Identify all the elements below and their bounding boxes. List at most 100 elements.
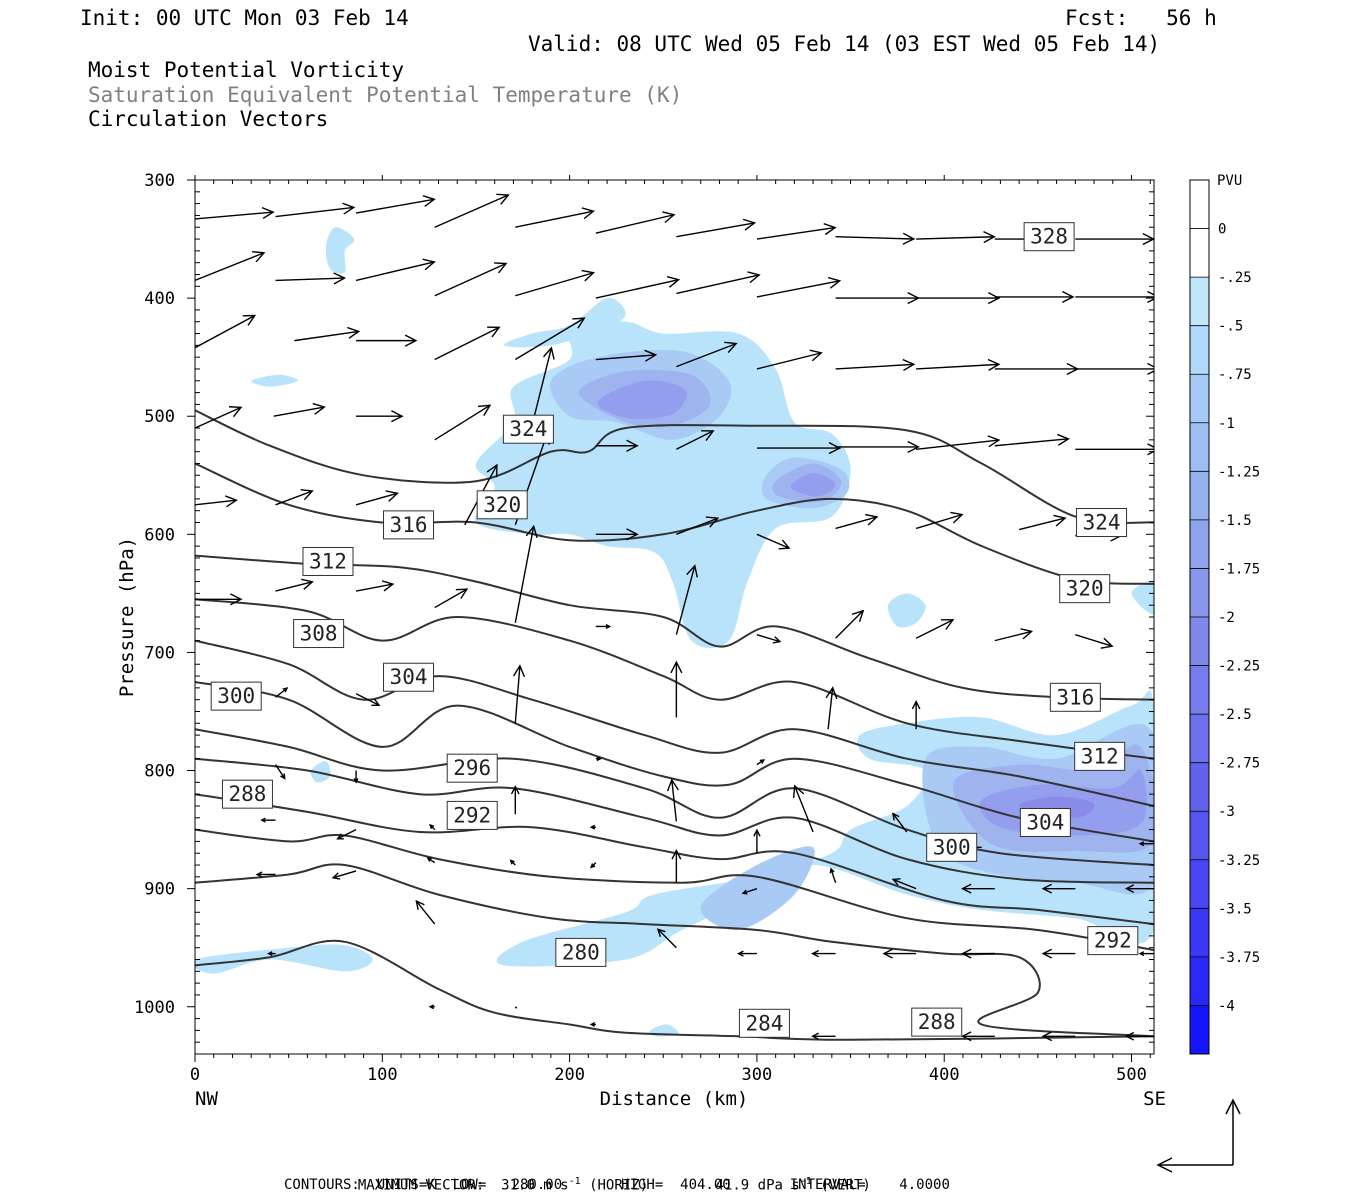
theta-contour-308 bbox=[195, 639, 1154, 807]
circulation-vector bbox=[1018, 514, 1067, 531]
circulation-vector bbox=[835, 358, 916, 372]
theta-contour-292 bbox=[195, 793, 1154, 926]
vector-head bbox=[605, 623, 612, 629]
circulation-vector bbox=[753, 828, 761, 854]
contour-labels: 328 324 324 320 320 316 316 312 312 308 304 304 300 3… bbox=[210, 222, 1139, 1038]
circulation-vector bbox=[1138, 841, 1154, 847]
vector-head bbox=[1056, 433, 1070, 446]
circulation-vector bbox=[195, 593, 243, 606]
vector-shaft bbox=[676, 430, 714, 450]
circulation-vector bbox=[882, 948, 917, 959]
vector-shaft bbox=[742, 887, 758, 894]
circulation-vector bbox=[1124, 1031, 1154, 1041]
vector-head bbox=[510, 785, 520, 795]
circulation-vector bbox=[513, 664, 526, 724]
vector-head bbox=[224, 495, 238, 508]
vector-shaft bbox=[657, 928, 677, 949]
theta-contour-288 bbox=[195, 828, 1154, 952]
vector-head bbox=[987, 358, 1001, 372]
vector-shaft bbox=[514, 317, 585, 361]
theta-contour-312 bbox=[195, 598, 1154, 760]
field-title-pv: Moist Potential Vorticity bbox=[88, 58, 405, 82]
circulation-vector bbox=[811, 1032, 836, 1041]
colorbar-label: -2.75 bbox=[1218, 756, 1260, 772]
pv-region bbox=[195, 944, 373, 974]
circulation-vector bbox=[355, 195, 436, 214]
vector-shaft bbox=[195, 211, 274, 220]
vector-head bbox=[422, 195, 436, 208]
vector-head bbox=[907, 440, 920, 453]
contour-label-box bbox=[383, 662, 435, 692]
vector-head bbox=[228, 406, 243, 418]
vector-shaft bbox=[195, 499, 237, 506]
circulation-vector bbox=[741, 887, 758, 895]
circulation-vector bbox=[670, 660, 683, 718]
vector-shaft bbox=[415, 900, 436, 925]
y-tick-label: 1000 bbox=[134, 998, 175, 1018]
vector-head bbox=[426, 857, 432, 862]
circulation-vector bbox=[515, 207, 596, 228]
pv-shading bbox=[195, 227, 1154, 1037]
contour-label-box bbox=[1049, 682, 1101, 712]
vector-head bbox=[301, 578, 314, 590]
vector-shaft bbox=[195, 406, 242, 429]
vector-shaft bbox=[892, 878, 917, 890]
colorbar-label: 0 bbox=[1218, 222, 1226, 238]
vector-shaft bbox=[332, 870, 357, 879]
circulation-vector bbox=[195, 406, 243, 429]
vector-head bbox=[280, 773, 286, 780]
colorbar-label: -2 bbox=[1218, 610, 1235, 626]
colorbar-label: -3.25 bbox=[1218, 853, 1260, 869]
vector-head bbox=[809, 349, 823, 362]
vector-shaft bbox=[355, 198, 435, 214]
circulation-vector bbox=[756, 276, 842, 298]
circulation-vector bbox=[274, 764, 286, 780]
circulation-vector bbox=[514, 317, 586, 361]
colorbar-label: -.75 bbox=[1218, 367, 1252, 383]
colorbar-swatch bbox=[1190, 762, 1209, 812]
vector-head bbox=[1053, 514, 1067, 527]
colorbar-swatch bbox=[1190, 471, 1209, 521]
theta-contour-316 bbox=[195, 554, 1154, 701]
colorbar-swatch bbox=[1190, 811, 1209, 861]
circulation-vector bbox=[1075, 290, 1154, 303]
circulation-vector bbox=[331, 870, 357, 880]
circulation-vector bbox=[595, 276, 681, 299]
contour-label-box bbox=[1074, 741, 1126, 771]
contour-label-box bbox=[210, 681, 262, 711]
circulation-vector bbox=[589, 824, 596, 830]
vector-head bbox=[705, 516, 720, 528]
circulation-vector bbox=[811, 949, 836, 958]
vector-head bbox=[1041, 883, 1053, 894]
circulation-vector bbox=[355, 580, 395, 592]
circulation-vector bbox=[835, 513, 879, 530]
circulation-vector bbox=[829, 867, 837, 883]
vector-shaft bbox=[756, 226, 836, 240]
vector-shaft bbox=[916, 439, 1000, 450]
vector-shaft bbox=[515, 272, 594, 297]
vector-head bbox=[261, 206, 275, 220]
max-vector-label: MAXIMUM VECTOR: bbox=[357, 1177, 485, 1194]
vector-head bbox=[825, 686, 838, 700]
vector-head bbox=[961, 883, 972, 894]
contour-label-box bbox=[1019, 808, 1071, 838]
vector-head bbox=[572, 317, 586, 329]
contour-label-text: 308 bbox=[300, 622, 338, 646]
vector-head bbox=[666, 778, 679, 792]
vector-head bbox=[882, 948, 893, 959]
contour-label-box bbox=[446, 800, 498, 830]
pv-region bbox=[310, 761, 331, 783]
vector-shaft bbox=[835, 516, 878, 530]
circulation-vectors bbox=[195, 193, 1154, 1042]
vector-head bbox=[961, 1031, 972, 1042]
contour-label-text: 292 bbox=[1094, 929, 1132, 953]
circulation-vector bbox=[676, 341, 738, 368]
contour-label: 292 bbox=[1087, 926, 1139, 956]
max-vector-line: MAXIMUM VECTOR: 31.0 m s-1 (HORIZ) 41.9 … bbox=[341, 1158, 871, 1194]
circulation-vector bbox=[434, 326, 501, 361]
colorbar-swatch bbox=[1190, 228, 1209, 278]
circulation-vector bbox=[434, 588, 469, 609]
vector-shaft bbox=[434, 326, 500, 361]
circulation-vector bbox=[267, 951, 276, 957]
colorbar-label: -.25 bbox=[1218, 270, 1252, 286]
